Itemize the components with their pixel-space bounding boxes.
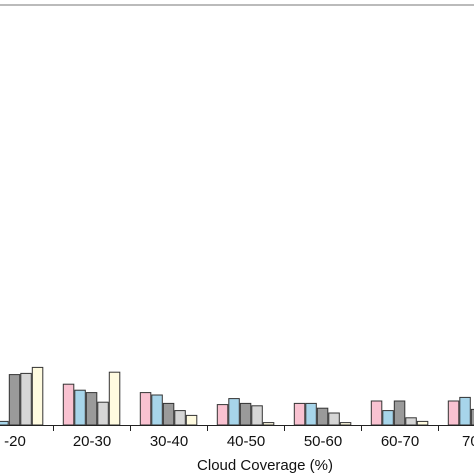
bar-40-50-series-2 xyxy=(228,398,240,426)
bar-60-70-series-2 xyxy=(382,410,394,426)
x-tick-label-40-50: 40-50 xyxy=(227,433,265,450)
x-tick-labels-layer: -20 20-30 30-40 40-50 50-60 60-70 70-8 xyxy=(4,433,474,450)
x-tick-label-50-60: 50-60 xyxy=(304,433,342,450)
bar-10-20-series-3 xyxy=(8,374,21,426)
bar-20-30-series-3 xyxy=(85,392,98,426)
x-axis-title: Cloud Coverage (%) xyxy=(197,457,333,474)
bar-20-30-series-2 xyxy=(74,389,86,426)
bar-20-30-series-4 xyxy=(97,401,109,426)
x-tick-label-30-40: 30-40 xyxy=(150,433,188,450)
bar-10-20-series-4 xyxy=(20,372,32,426)
x-tick-label-20-30: 20-30 xyxy=(73,433,111,450)
bar-50-60-series-1 xyxy=(293,402,306,426)
bar-50-60-series-2 xyxy=(305,402,317,426)
bar-30-40-series-3 xyxy=(162,402,175,426)
bar-30-40-series-1 xyxy=(139,392,152,426)
x-tick-label-70-80: 70-8 xyxy=(462,433,474,450)
bars-layer xyxy=(0,366,474,426)
bar-40-50-series-4 xyxy=(251,405,263,426)
bar-40-50-series-1 xyxy=(216,404,229,426)
x-tick-label-60-70: 60-70 xyxy=(381,433,419,450)
bar-30-40-series-5 xyxy=(185,414,198,426)
bar-60-70-series-1 xyxy=(370,400,383,426)
bar-70-80-series-1 xyxy=(447,400,460,426)
bar-20-30-series-1 xyxy=(62,383,75,426)
x-ticks-layer xyxy=(53,425,439,431)
bar-20-30-series-5 xyxy=(108,371,121,426)
bar-60-70-series-4 xyxy=(405,417,417,426)
bar-50-60-series-5 xyxy=(339,422,352,426)
bar-30-40-series-2 xyxy=(151,394,163,426)
bar-50-60-series-4 xyxy=(328,412,340,426)
bar-70-80-series-2 xyxy=(459,396,471,426)
bar-40-50-series-5 xyxy=(262,422,275,426)
bar-10-20-series-5 xyxy=(31,366,44,426)
bar-30-40-series-4 xyxy=(174,410,186,426)
bar-10-20-series-2 xyxy=(0,420,9,426)
bar-50-60-series-3 xyxy=(316,407,329,426)
x-tick-label-10-20: -20 xyxy=(4,433,26,450)
bar-60-70-series-3 xyxy=(393,400,406,426)
bar-40-50-series-3 xyxy=(239,402,252,426)
bar-60-70-series-5 xyxy=(416,420,429,426)
bar-70-80-series-3 xyxy=(470,408,474,426)
